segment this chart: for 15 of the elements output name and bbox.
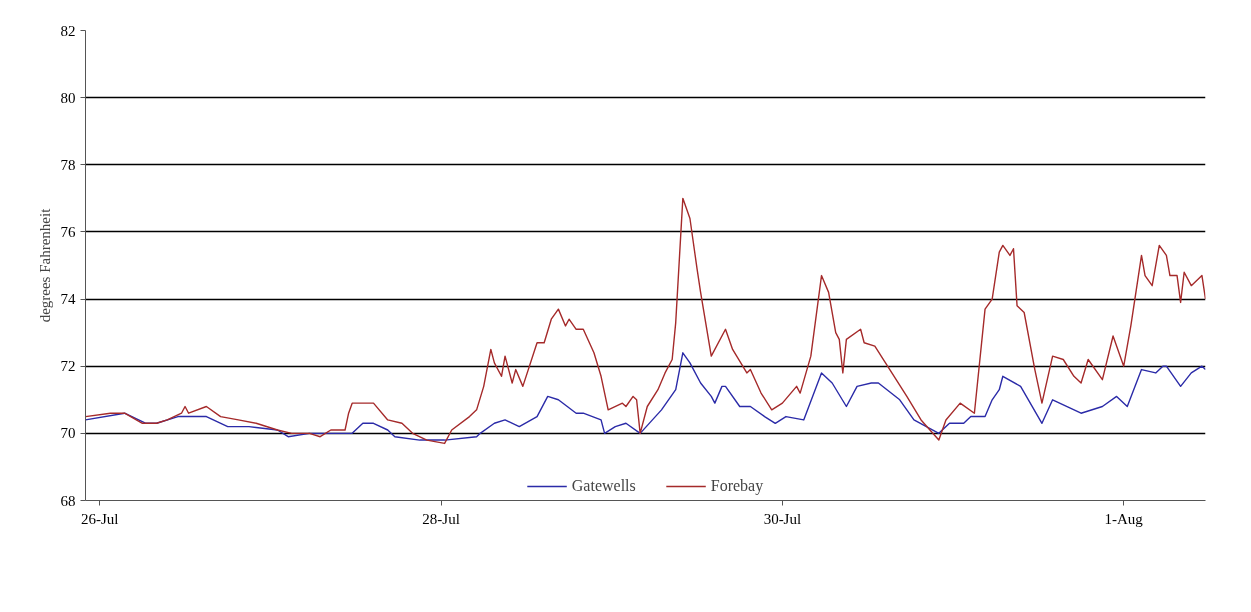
y-tick-label: 82: [60, 22, 76, 39]
y-tick-label: 78: [60, 156, 76, 173]
y-tick-label: 70: [60, 425, 76, 442]
y-axis-title: degrees Fahrenheit: [36, 207, 53, 323]
y-tick-label: 76: [60, 223, 76, 240]
x-tick-label: 1-Aug: [1104, 510, 1144, 527]
y-tick-label: 74: [60, 291, 76, 308]
y-tick-label: 80: [60, 89, 76, 106]
legend-label: Forebay: [710, 477, 764, 495]
x-tick-label: 26-Jul: [80, 510, 119, 527]
legend-label: Gatewells: [571, 477, 636, 495]
y-tick-label: 68: [60, 492, 76, 509]
y-tick-label: 72: [60, 358, 76, 375]
x-tick-label: 28-Jul: [422, 510, 460, 527]
x-tick-label: 30-Jul: [763, 510, 802, 527]
